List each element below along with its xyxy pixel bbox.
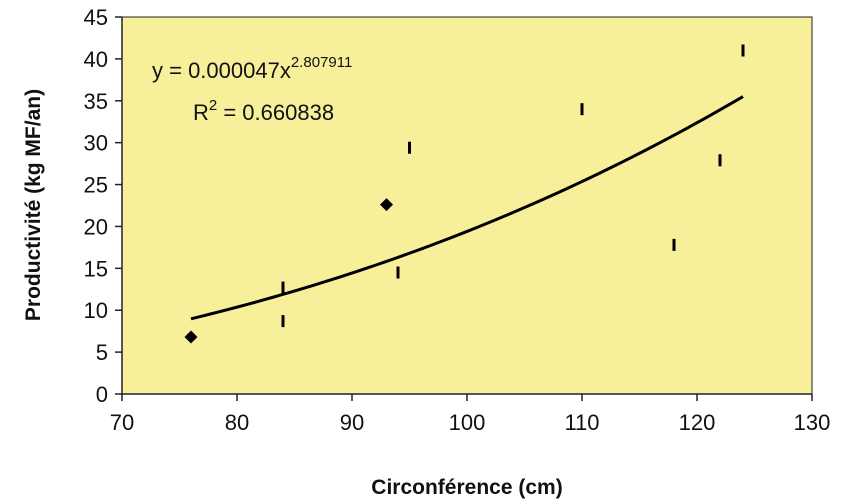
x-tick-label: 110 — [564, 410, 599, 435]
y-tick-label: 25 — [84, 173, 108, 198]
x-tick-label: 100 — [449, 410, 486, 435]
equation-prefix: y = 0.000047x — [152, 58, 291, 83]
x-tick-label: 90 — [340, 410, 364, 435]
equation-exponent: 2.807911 — [291, 54, 352, 71]
y-axis: 0 5 10 15 20 25 30 35 40 45 — [84, 5, 123, 407]
r2-exponent: 2 — [209, 97, 217, 114]
r2-value: = 0.660838 — [217, 100, 334, 125]
trendline — [190, 95, 744, 321]
dash-marker — [672, 238, 676, 251]
r-squared-label: R2 = 0.660838 — [193, 97, 334, 125]
dash-marker — [281, 315, 285, 328]
dash-marker — [408, 141, 411, 154]
diamond-marker — [380, 198, 393, 212]
dash-marker — [741, 44, 745, 57]
plot-area — [121, 16, 813, 395]
x-axis: 70 80 90 100 110 120 130 — [110, 393, 831, 435]
trendline-equation: y = 0.000047x2.807911 — [152, 54, 352, 83]
x-axis-title: Circonférence (cm) — [371, 476, 562, 499]
y-tick-label: 10 — [84, 298, 108, 323]
y-tick-label: 20 — [84, 214, 108, 239]
y-axis-title: Productivité (kg MF/an) — [22, 89, 45, 321]
y-tick-label: 45 — [84, 5, 108, 30]
y-tick-label: 15 — [84, 256, 108, 281]
x-tick-label: 80 — [225, 410, 249, 435]
x-tick-label: 70 — [110, 410, 134, 435]
y-tick-label: 40 — [84, 47, 108, 72]
dash-marker — [281, 281, 285, 294]
dash-marker — [718, 154, 722, 167]
y-tick-label: 35 — [84, 89, 108, 114]
y-tick-label: 30 — [84, 131, 108, 156]
y-tick-label: 0 — [96, 382, 108, 407]
y-tick-label: 5 — [96, 340, 108, 365]
diamond-marker — [184, 330, 198, 344]
x-tick-label: 130 — [794, 410, 831, 435]
x-tick-label: 120 — [679, 410, 716, 435]
dash-marker — [396, 266, 400, 279]
r2-prefix: R — [193, 100, 209, 125]
dash-marker — [580, 103, 584, 116]
data-points — [184, 44, 745, 344]
